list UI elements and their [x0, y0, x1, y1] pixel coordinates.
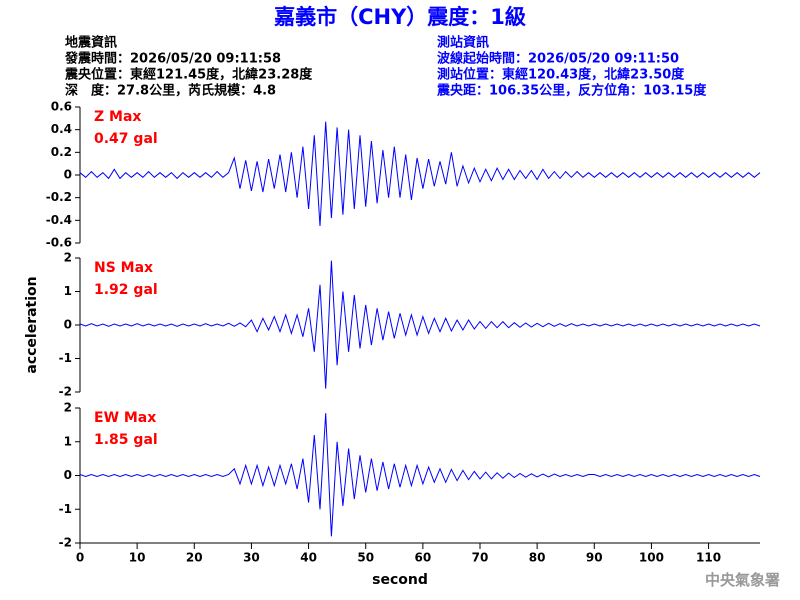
y-tick-label: 2 [64, 251, 72, 265]
y-tick-label: -1 [59, 502, 72, 516]
y-tick-label: 0.6 [51, 100, 72, 114]
y-tick-label: 1 [64, 434, 72, 448]
x-tick-label: 90 [586, 551, 603, 565]
x-tick-label: 40 [300, 551, 317, 565]
y-tick-label: -1 [59, 351, 72, 365]
annotation: NS Max [94, 260, 153, 276]
x-axis-label: second [372, 572, 428, 588]
y-tick-label: 2 [64, 401, 72, 415]
y-tick-label: 1 [64, 284, 72, 298]
y-axis-label: acceleration [24, 276, 40, 373]
y-tick-label: 0 [64, 468, 72, 482]
y-tick-label: 0 [64, 318, 72, 332]
info-left: 地震資訊 [65, 35, 117, 51]
trace [79, 413, 761, 537]
info-right: 震央距：106.35公里，反方位角：103.15度 [436, 83, 707, 99]
x-tick-label: 70 [472, 551, 489, 565]
info-left: 深 度：27.8公里，芮氏規模：4.8 [65, 83, 276, 99]
x-tick-label: 60 [415, 551, 432, 565]
info-right: 波線起始時間：2026/05/20 09:11:50 [437, 51, 679, 67]
annotation: 1.85 gal [94, 432, 158, 448]
y-tick-label: -2 [59, 385, 72, 399]
x-tick-label: 50 [357, 551, 374, 565]
y-tick-label: -2 [59, 536, 72, 550]
trace [79, 260, 761, 389]
y-tick-label: -0.6 [46, 236, 72, 250]
annotation: Z Max [94, 109, 141, 125]
info-left: 發震時間：2026/05/20 09:11:58 [64, 51, 281, 67]
x-tick-label: 20 [186, 551, 203, 565]
y-tick-label: 0.4 [51, 122, 72, 136]
x-tick-label: 0 [76, 551, 84, 565]
x-tick-label: 30 [243, 551, 260, 565]
info-right: 測站資訊 [437, 35, 489, 51]
info-left: 震央位置：東經121.45度，北緯23.28度 [64, 67, 313, 83]
chart-title: 嘉義市（CHY）震度：1級 [274, 5, 526, 29]
trace [79, 121, 761, 227]
x-tick-label: 100 [639, 551, 664, 565]
annotation: EW Max [94, 410, 156, 426]
y-tick-label: 0.2 [51, 145, 72, 159]
x-tick-label: 80 [529, 551, 546, 565]
x-tick-label: 110 [696, 551, 721, 565]
y-tick-label: -0.4 [46, 213, 72, 227]
y-tick-label: 0 [64, 168, 72, 182]
annotation: 0.47 gal [94, 131, 158, 147]
footer: 中央氣象署 [705, 571, 780, 589]
x-tick-label: 10 [129, 551, 146, 565]
info-right: 測站位置：東經120.43度，北緯23.50度 [437, 67, 685, 83]
y-tick-label: -0.2 [46, 190, 72, 204]
annotation: 1.92 gal [94, 282, 158, 298]
